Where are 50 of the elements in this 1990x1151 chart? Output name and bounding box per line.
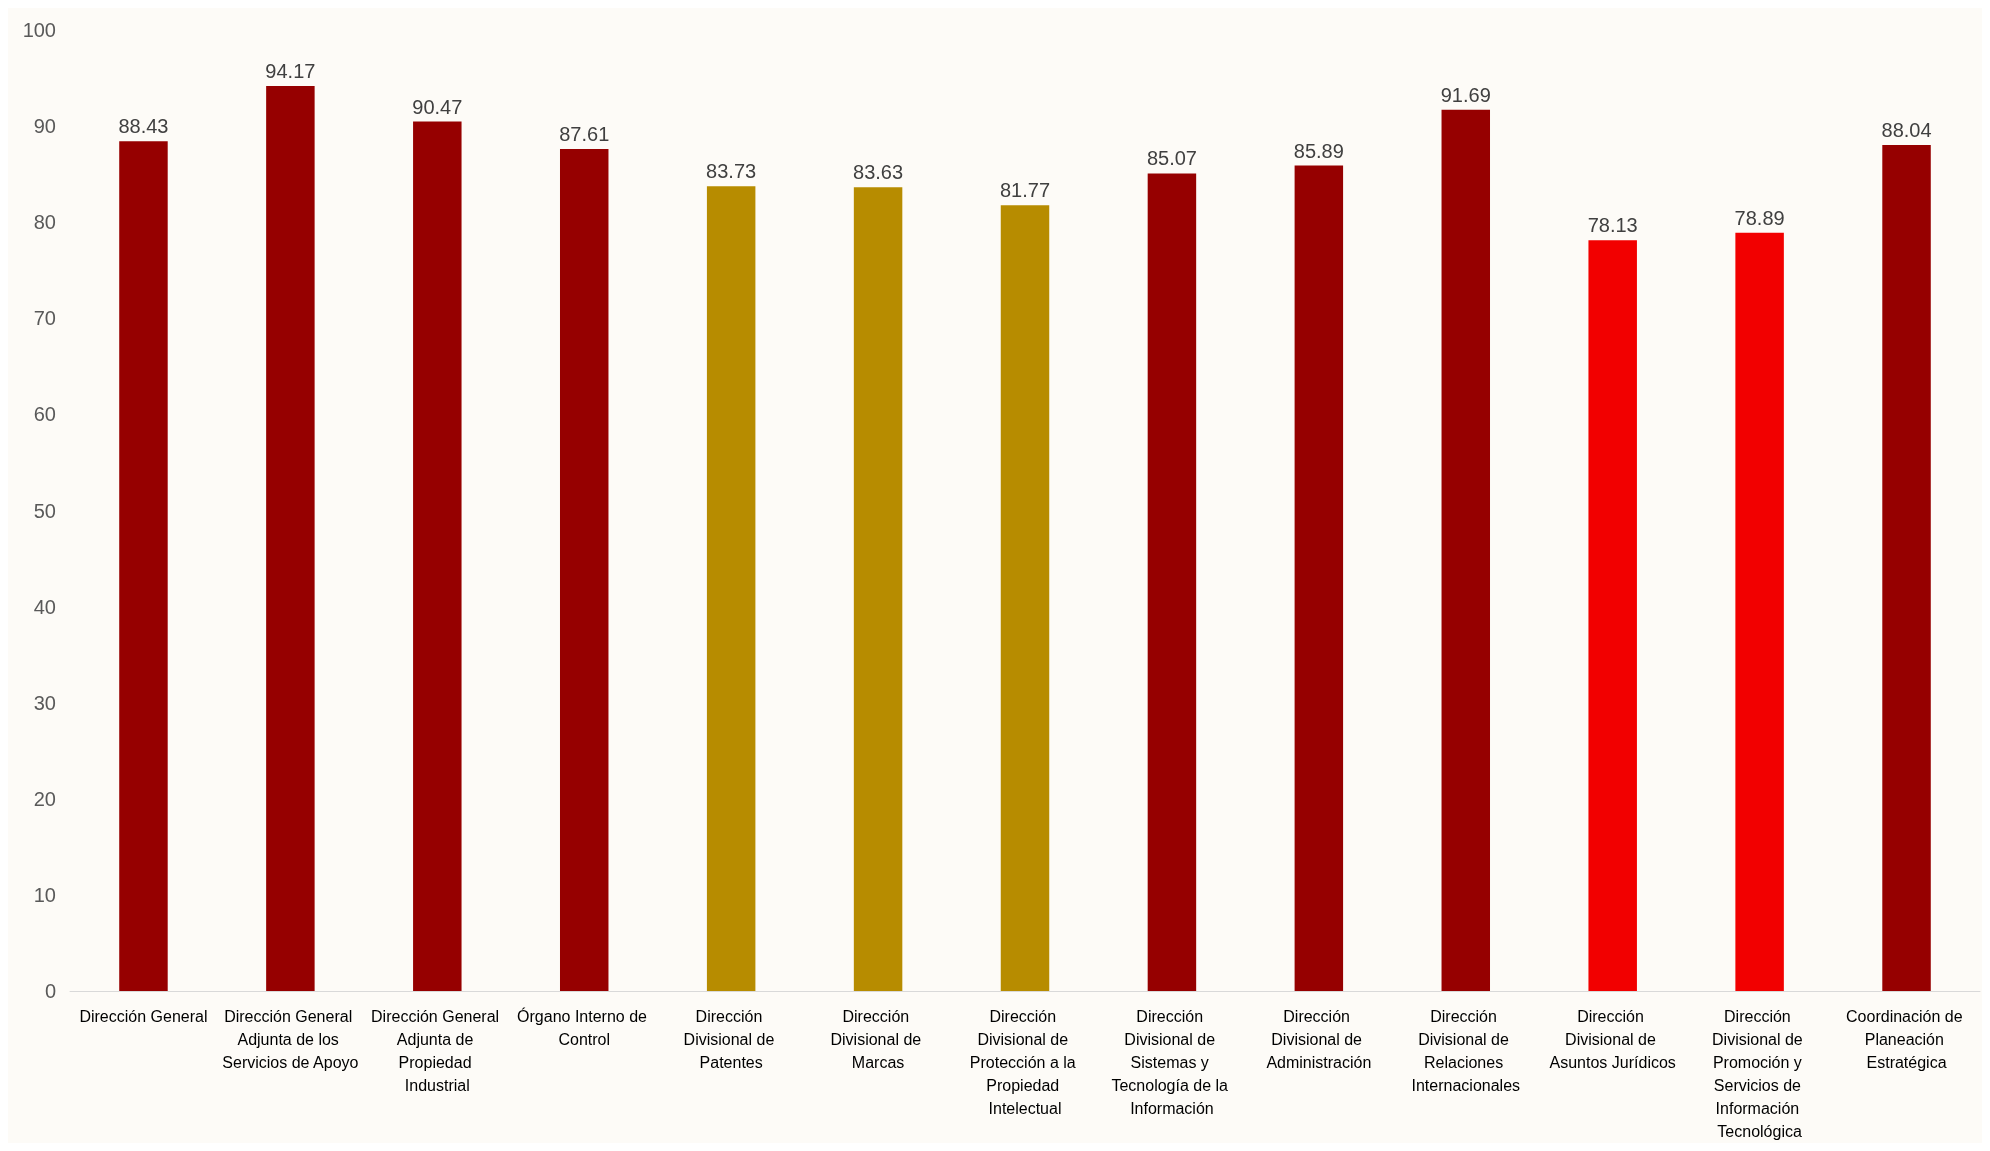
bar [1441, 109, 1491, 991]
y-tick-label: 20 [33, 787, 56, 810]
data-label: 88.43 [118, 115, 169, 138]
data-label: 83.63 [853, 161, 904, 184]
y-tick-label: 60 [33, 403, 56, 426]
data-label: 78.89 [1734, 206, 1785, 229]
data-label: 81.77 [999, 179, 1051, 202]
x-tick-label: Dirección Divisional de Patentes [683, 1008, 779, 1071]
y-tick-label: 70 [33, 307, 56, 330]
bar [559, 149, 609, 991]
data-label: 83.73 [706, 160, 757, 183]
data-label: 91.69 [1440, 83, 1491, 106]
bar [1882, 144, 1931, 991]
data-label: 94.17 [265, 60, 316, 83]
x-tick-label: Coordinación de Planeación Estratégica [1846, 1008, 1968, 1071]
x-tick-label: Dirección Divisional de Relaciones Internacionales [1411, 1008, 1521, 1094]
bar [413, 121, 462, 991]
bar [706, 186, 756, 991]
x-tick-label: Dirección General [79, 1008, 208, 1025]
y-tick-label: 90 [33, 115, 56, 138]
bar [1735, 232, 1784, 991]
x-tick-label: Dirección Divisional de Protección a la Propiedad Intelectual [969, 1008, 1081, 1117]
data-label: 85.07 [1146, 147, 1197, 170]
x-tick-label: Dirección Divisional de Promoción y Servicios de Información Tecnológica [1712, 1008, 1808, 1140]
bar [1294, 165, 1344, 991]
data-label: 88.04 [1881, 118, 1932, 141]
y-tick-label: 10 [33, 883, 56, 906]
x-tick-label: Dirección General Adjunta de Propiedad Industrial [371, 1008, 504, 1094]
data-label: 85.89 [1293, 139, 1344, 162]
bar [266, 86, 315, 991]
y-tick-label: 50 [33, 499, 56, 522]
x-tick-label: Dirección Divisional de Administración [1266, 1008, 1372, 1071]
bar [1147, 173, 1197, 991]
y-tick-label: 80 [33, 211, 56, 234]
y-tick-label: 40 [33, 595, 56, 618]
y-tick-label: 30 [33, 691, 56, 714]
data-label: 78.13 [1587, 214, 1638, 237]
bar [1000, 205, 1050, 991]
x-tick-label: Dirección Divisional de Asuntos Jurídicos [1549, 1008, 1676, 1071]
data-label: 90.47 [412, 95, 463, 118]
data-label: 87.61 [559, 123, 610, 146]
y-tick-label: 0 [44, 980, 56, 1002]
x-tick-label: Órgano Interno de Control [517, 1007, 652, 1048]
x-tick-label: Dirección Divisional de Marcas [830, 1008, 926, 1071]
x-tick-label: Dirección Divisional de Sistemas y Tecnología de la Información [1111, 1008, 1233, 1117]
bar [1588, 240, 1637, 991]
bar [853, 187, 903, 991]
x-tick-label: Dirección General Adjunta de los Servicios de Apoyo [222, 1008, 359, 1071]
bar [119, 141, 168, 991]
y-tick-label: 100 [22, 19, 56, 41]
